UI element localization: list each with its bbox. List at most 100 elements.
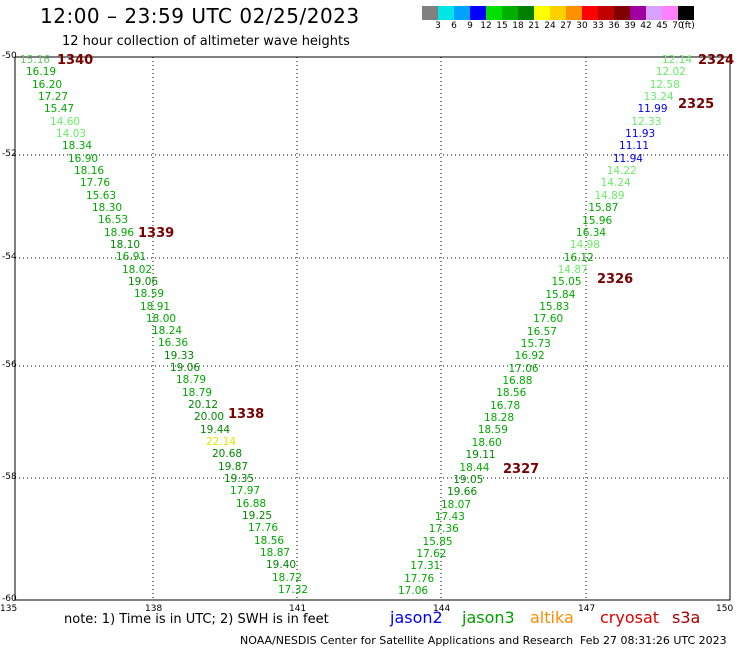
wave-height-label: 13.24 [643, 91, 674, 104]
x-tick-label: 141 [289, 604, 307, 614]
wave-height-label: 17.62 [416, 547, 447, 560]
x-tick-label: 144 [433, 604, 451, 614]
color-swatch [630, 6, 646, 20]
y-tick-label: -50 [2, 51, 17, 61]
wave-height-label: 17.43 [434, 510, 465, 523]
mission-legend-item: s3a [672, 608, 701, 627]
color-swatch [438, 6, 454, 20]
wave-height-label: 14.87 [557, 263, 588, 276]
wave-height-label: 16.57 [526, 325, 557, 338]
pass-label: 1339 [138, 226, 175, 241]
color-swatch [518, 6, 534, 20]
page-title: 12:00 – 23:59 UTC 02/25/2023 [40, 4, 360, 28]
y-tick-label: -54 [2, 252, 17, 262]
color-swatch [582, 6, 598, 20]
wave-height-label: 18.79 [182, 386, 213, 399]
color-swatch [598, 6, 614, 20]
color-scale-label: 9 [467, 21, 473, 31]
wave-height-label: 16.78 [490, 399, 521, 412]
wave-height-label: 18.07 [440, 498, 472, 511]
color-scale-label: 21 [528, 21, 540, 31]
wave-height-label: 18.30 [92, 201, 123, 214]
wave-height-label: 15.96 [582, 214, 613, 227]
credit-text: NOAA/NESDIS Center for Satellite Applica… [240, 634, 574, 647]
color-scale-label: 3 [435, 21, 441, 31]
wave-height-label: 12.58 [649, 78, 680, 91]
y-tick-label: -60 [2, 594, 17, 604]
wave-height-label: 12.33 [631, 115, 662, 128]
color-scale-label: 70 [672, 21, 684, 31]
mission-legend-item: jason3 [462, 608, 515, 627]
wave-height-label: 18.91 [140, 300, 171, 313]
wave-height-label: 19.11 [465, 449, 496, 462]
color-scale-label: 24 [544, 21, 556, 31]
color-swatch [646, 6, 662, 20]
wave-height-label: 15.63 [86, 189, 117, 202]
page-subtitle: 12 hour collection of altimeter wave hei… [62, 34, 350, 49]
color-scale-label: 36 [608, 21, 620, 31]
wave-height-label: 18.96 [104, 226, 135, 239]
wave-height-label: 14.24 [600, 177, 631, 190]
pass-label: 1340 [57, 53, 94, 68]
wave-height-label: 11.99 [637, 103, 668, 116]
color-scale-label: 15 [496, 21, 508, 31]
wave-height-label: 12.02 [655, 66, 686, 79]
grid-lines [15, 57, 730, 600]
wave-height-label: 18.02 [122, 263, 153, 276]
wave-height-label: 18.79 [176, 374, 207, 387]
color-swatch [550, 6, 566, 20]
wave-height-label: 17.27 [38, 90, 69, 103]
wave-height-label: 19.66 [447, 486, 478, 499]
wave-height-label: 19.87 [218, 460, 249, 473]
pass-label: 2326 [597, 272, 634, 287]
wave-height-label: 19.25 [242, 510, 273, 523]
wave-height-label: 16.36 [158, 337, 189, 350]
wave-height-label: 19.35 [224, 473, 255, 486]
color-scale-labels: 3 6 9 12 15 18 21 24 27 30 33 36 39 42 45 70 (ft) [422, 21, 695, 33]
wave-height-label: 19.44 [200, 423, 231, 436]
wave-height-label: 14.22 [606, 165, 637, 178]
wave-height-label: 11.93 [625, 128, 656, 141]
wave-height-label: 15.87 [588, 202, 619, 215]
color-scale-label: 6 [451, 21, 457, 31]
color-swatch [470, 6, 486, 20]
wave-height-label: 17.06 [508, 362, 539, 375]
pass-label: 2324 [698, 53, 735, 68]
color-swatch [678, 6, 694, 20]
wave-height-label: 16.92 [514, 350, 545, 363]
color-swatch [662, 6, 678, 20]
wave-height-label: 16.53 [98, 214, 129, 227]
wave-height-label: 17.76 [80, 177, 111, 190]
wave-height-label: 14.98 [569, 239, 600, 252]
wave-height-label: 18.56 [496, 387, 527, 400]
pass-label: 1338 [228, 407, 265, 422]
color-scale-label: 45 [656, 21, 668, 31]
wave-height-label: 16.19 [26, 66, 57, 79]
footer-note: note: 1) Time is in UTC; 2) SWH is in fe… [64, 612, 329, 627]
wave-height-label: 15.85 [422, 535, 453, 548]
wave-height-label: 16.88 [236, 497, 267, 510]
color-scale-label: 18 [512, 21, 524, 31]
wave-height-label: 15.16 [20, 54, 51, 66]
wave-height-label: 18.28 [483, 412, 515, 425]
wave-height-label: 16.88 [502, 375, 533, 388]
color-swatch [486, 6, 502, 20]
wave-height-label: 18.34 [62, 140, 93, 153]
wave-height-label: 18.24 [152, 325, 183, 338]
wave-height-label: 18.72 [272, 571, 303, 584]
y-tick-label: -58 [2, 472, 17, 482]
x-tick-label: 138 [145, 604, 163, 614]
wave-height-label: 11.94 [612, 152, 643, 165]
wave-height-label: 14.60 [50, 115, 81, 128]
wave-height-label: 17.31 [410, 560, 441, 573]
color-swatch [534, 6, 550, 20]
color-scale-label: (ft) [681, 21, 695, 31]
wave-height-label: 17.36 [428, 523, 459, 536]
mission-legend-item: jason2 [390, 608, 443, 627]
color-swatch [566, 6, 582, 20]
wave-height-label: 17.76 [248, 522, 279, 535]
color-swatch [454, 6, 470, 20]
wave-height-label: 15.73 [520, 338, 551, 351]
color-scale-label: 42 [640, 21, 652, 31]
